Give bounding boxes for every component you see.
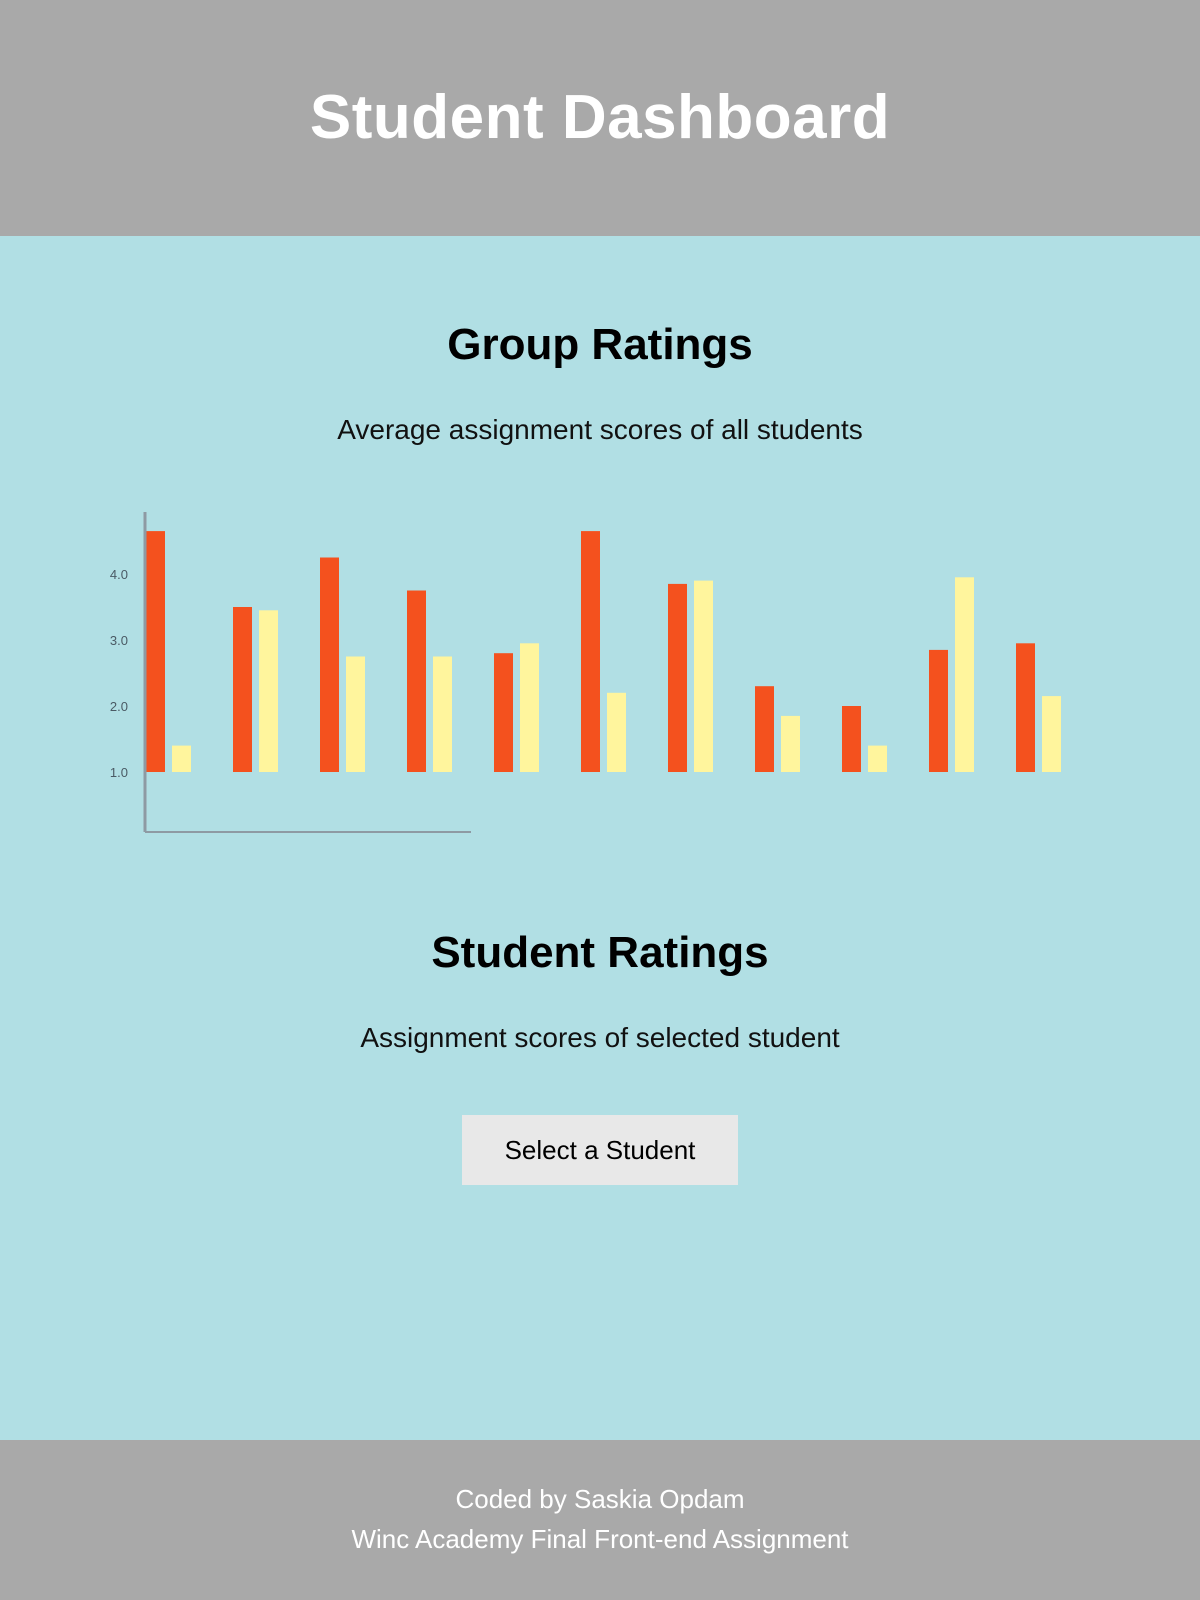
bar-series-a [842,706,861,772]
bar-series-a [668,583,687,772]
page-title: Student Dashboard [309,83,891,152]
bar-series-b [433,656,452,772]
footer-credit: Coded by Saskia Opdam [455,1484,745,1514]
bar-series-b [781,715,800,772]
bar-series-b [868,745,887,772]
group-ratings-title: Group Ratings [447,320,753,369]
bar-series-a [581,531,600,772]
bar-series-b [1042,696,1061,772]
y-tick-label: 4.0 [110,567,128,582]
bar-series-b [259,610,278,772]
main-content: Group Ratings Average assignment scores … [0,236,1200,1440]
bar-series-b [172,745,191,772]
bar-series-b [346,656,365,772]
student-ratings-title: Student Ratings [431,928,769,977]
page-footer: Coded by Saskia Opdam Winc Academy Final… [0,1440,1200,1600]
bar-series-a [320,557,339,772]
bar-series-a [929,649,948,772]
bar-series-b [520,643,539,772]
y-tick-label: 1.0 [110,765,128,780]
group-ratings-chart: 1.0 2.0 3.0 4.0 [0,496,1200,836]
bar-series-a [494,653,513,772]
chart-bars [146,531,1061,772]
group-ratings-subtitle: Average assignment scores of all student… [337,414,863,445]
bar-series-a [1016,643,1035,772]
select-student-button[interactable]: Select a Student [462,1115,738,1185]
bar-series-b [694,580,713,772]
y-tick-label: 2.0 [110,699,128,714]
chart-svg: 1.0 2.0 3.0 4.0 [110,512,1061,833]
bar-series-a [407,590,426,772]
page-header: Student Dashboard [0,0,1200,236]
y-axis-ticks: 1.0 2.0 3.0 4.0 [110,567,128,780]
footer-assignment: Winc Academy Final Front-end Assignment [351,1524,849,1554]
student-ratings-subtitle: Assignment scores of selected student [360,1022,840,1053]
bar-series-b [607,692,626,772]
bar-series-a [146,531,165,772]
bar-series-a [755,686,774,772]
bar-series-b [955,577,974,772]
y-tick-label: 3.0 [110,633,128,648]
bar-series-a [233,607,252,772]
